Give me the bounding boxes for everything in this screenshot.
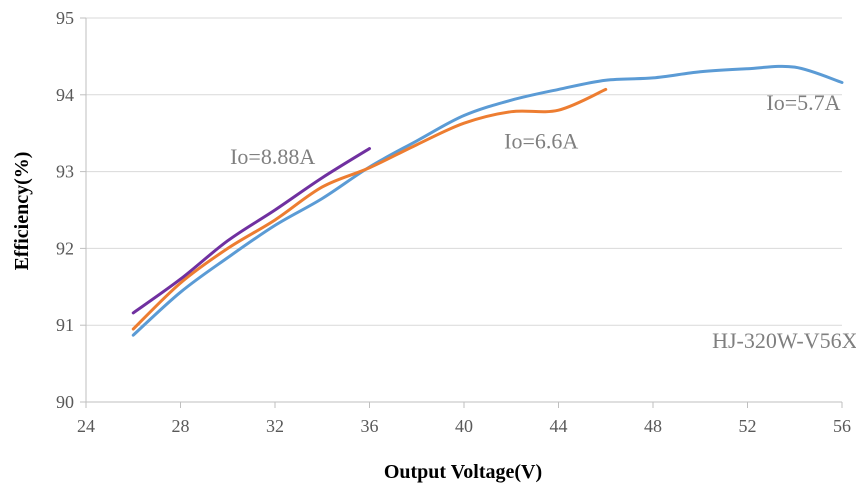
y-tick-label-91: 91 (56, 315, 74, 335)
x-tick-label-24: 24 (77, 416, 95, 436)
annotation-3: Io=5.7A (766, 90, 840, 115)
y-tick-label-90: 90 (56, 392, 74, 412)
x-tick-label-28: 28 (172, 416, 190, 436)
series-line-2 (133, 89, 606, 329)
annotation-4: HJ-320W-V56X-MPB (712, 328, 856, 353)
y-tick-label-93: 93 (56, 162, 74, 182)
x-tick-label-52: 52 (739, 416, 757, 436)
series-line-1 (133, 66, 842, 335)
y-tick-label-94: 94 (56, 85, 74, 105)
series-line-3 (133, 149, 369, 313)
y-tick-label-95: 95 (56, 8, 74, 28)
x-tick-label-32: 32 (266, 416, 284, 436)
x-tick-label-44: 44 (550, 416, 568, 436)
x-tick-label-36: 36 (361, 416, 379, 436)
annotation-2: Io=6.6A (504, 129, 578, 154)
x-tick-label-40: 40 (455, 416, 473, 436)
y-tick-label-92: 92 (56, 238, 74, 258)
x-axis-title: Output Voltage(V) (384, 461, 542, 483)
x-tick-label-48: 48 (644, 416, 662, 436)
y-axis-title: Efficiency(%) (11, 152, 33, 271)
x-tick-label-56: 56 (833, 416, 851, 436)
annotation-1: Io=8.88A (230, 144, 315, 169)
